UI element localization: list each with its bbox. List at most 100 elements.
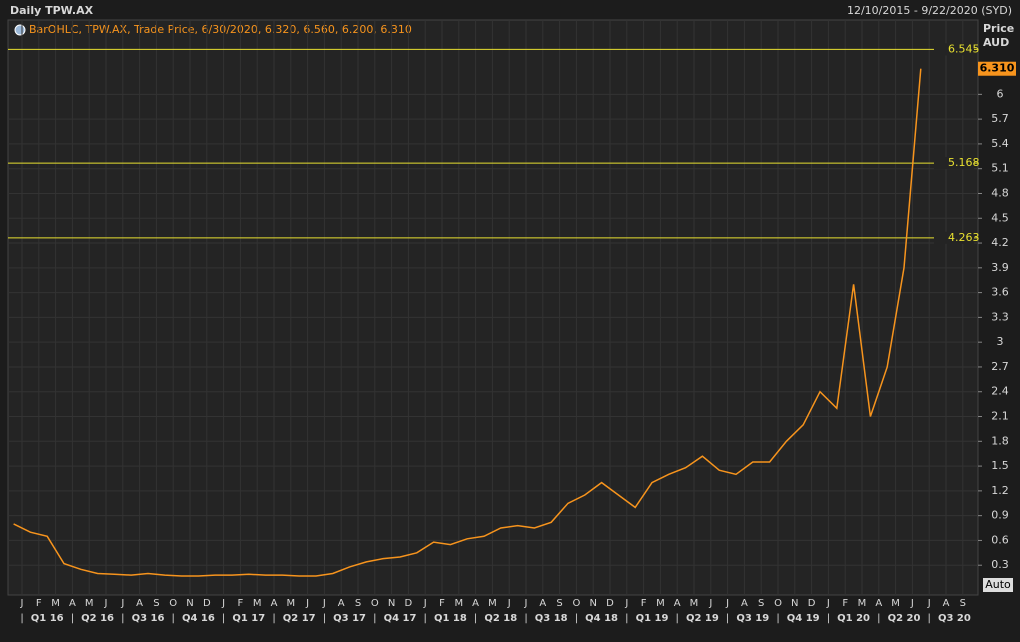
y-tick-label: 3 xyxy=(997,335,1004,348)
x-quarter-label: Q3 17 xyxy=(333,613,366,624)
level-label: 6.545 xyxy=(948,42,980,55)
x-month-label: F xyxy=(641,598,647,609)
level-label: 5.168 xyxy=(948,156,980,169)
y-axis-unit: AUD xyxy=(983,36,1009,49)
x-month-label: A xyxy=(741,598,748,609)
x-month-label: O xyxy=(572,598,580,609)
y-tick-label: 1.8 xyxy=(991,434,1009,447)
x-month-label: J xyxy=(221,598,225,609)
x-month-label: D xyxy=(606,598,614,609)
plot-area xyxy=(7,19,979,596)
y-tick-label: 3.9 xyxy=(991,261,1009,274)
x-month-label: J xyxy=(423,598,427,609)
x-month-label: O xyxy=(774,598,782,609)
y-axis-title: Price xyxy=(983,22,1014,35)
x-month-label: S xyxy=(355,598,361,609)
x-quarter-separator: | xyxy=(928,613,931,624)
x-month-label: J xyxy=(322,598,326,609)
x-quarter-separator: | xyxy=(373,613,376,624)
x-quarter-separator: | xyxy=(676,613,679,624)
x-quarter-label: Q1 19 xyxy=(636,613,669,624)
x-quarter-label: Q3 16 xyxy=(132,613,165,624)
auto-button[interactable] xyxy=(983,578,1013,592)
x-month-label: O xyxy=(371,598,379,609)
y-tick-label: 5.1 xyxy=(991,162,1009,175)
x-month-label: M xyxy=(286,598,295,609)
x-month-label: A xyxy=(136,598,143,609)
x-month-label: M xyxy=(454,598,463,609)
y-tick-label: 4.8 xyxy=(991,186,1009,199)
x-month-label: J xyxy=(910,598,914,609)
x-month-label: F xyxy=(238,598,244,609)
x-quarter-separator: | xyxy=(121,613,124,624)
x-month-label: D xyxy=(808,598,816,609)
x-month-label: J xyxy=(507,598,511,609)
x-quarter-separator: | xyxy=(776,613,779,624)
x-month-label: J xyxy=(927,598,931,609)
x-quarter-label: Q1 16 xyxy=(31,613,64,624)
x-month-label: F xyxy=(36,598,42,609)
y-tick-label: 1.5 xyxy=(991,459,1009,472)
x-quarter-separator: | xyxy=(575,613,578,624)
y-tick-label: 4.5 xyxy=(991,211,1009,224)
x-quarter-separator: | xyxy=(272,613,275,624)
x-quarter-separator: | xyxy=(323,613,326,624)
x-quarter-label: Q4 19 xyxy=(787,613,820,624)
x-month-label: A xyxy=(69,598,76,609)
x-quarter-label: Q1 20 xyxy=(837,613,870,624)
x-month-label: N xyxy=(186,598,193,609)
y-tick-label: 0.3 xyxy=(991,558,1009,571)
x-month-label: M xyxy=(488,598,497,609)
x-month-label: A xyxy=(539,598,546,609)
x-quarter-label: Q2 17 xyxy=(283,613,316,624)
x-quarter-separator: | xyxy=(222,613,225,624)
x-quarter-label: Q1 17 xyxy=(232,613,265,624)
x-quarter-label: Q2 16 xyxy=(81,613,114,624)
level-label-bg xyxy=(934,231,974,244)
x-month-label: M xyxy=(891,598,900,609)
x-quarter-separator: | xyxy=(424,613,427,624)
x-quarter-separator: | xyxy=(726,613,729,624)
x-quarter-label: Q4 17 xyxy=(384,613,417,624)
x-quarter-separator: | xyxy=(625,613,628,624)
x-month-label: J xyxy=(524,598,528,609)
y-tick-label: 4.2 xyxy=(991,236,1009,249)
auto-button-label[interactable]: Auto xyxy=(985,578,1011,591)
y-tick-label: 6 xyxy=(997,87,1004,100)
x-month-label: M xyxy=(85,598,94,609)
last-price-label: 6.310 xyxy=(980,62,1015,75)
x-month-label: F xyxy=(439,598,445,609)
x-month-label: A xyxy=(875,598,882,609)
x-month-label: J xyxy=(305,598,309,609)
x-month-label: N xyxy=(589,598,596,609)
x-month-label: J xyxy=(826,598,830,609)
x-month-label: M xyxy=(253,598,262,609)
x-month-label: D xyxy=(405,598,413,609)
x-quarter-separator: | xyxy=(71,613,74,624)
x-month-label: A xyxy=(943,598,950,609)
y-tick-label: 2.7 xyxy=(991,360,1009,373)
x-quarter-separator: | xyxy=(524,613,527,624)
legend-text: BarOHLC, TPW.AX, Trade Price, 6/30/2020,… xyxy=(29,23,412,36)
x-month-label: J xyxy=(624,598,628,609)
x-month-label: M xyxy=(690,598,699,609)
x-quarter-separator: | xyxy=(827,613,830,624)
x-month-label: O xyxy=(169,598,177,609)
x-month-label: J xyxy=(104,598,108,609)
x-month-label: N xyxy=(791,598,798,609)
x-quarter-label: Q1 18 xyxy=(434,613,467,624)
x-month-label: M xyxy=(51,598,60,609)
x-month-label: F xyxy=(842,598,848,609)
level-label: 4.263 xyxy=(948,231,980,244)
x-quarter-label: Q4 16 xyxy=(182,613,215,624)
x-month-label: J xyxy=(725,598,729,609)
x-quarter-label: Q3 18 xyxy=(535,613,568,624)
price-line xyxy=(13,68,922,577)
y-tick-label: 3.3 xyxy=(991,310,1009,323)
y-tick-label: 2.4 xyxy=(991,385,1009,398)
legend-icon[interactable] xyxy=(14,24,26,36)
x-quarter-label: Q2 20 xyxy=(888,613,921,624)
y-tick-label: 1.2 xyxy=(991,484,1009,497)
x-month-label: A xyxy=(472,598,479,609)
